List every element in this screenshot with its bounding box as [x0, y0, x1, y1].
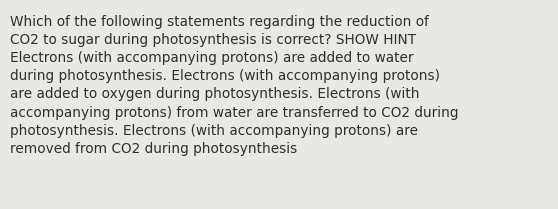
Text: Which of the following statements regarding the reduction of
CO2 to sugar during: Which of the following statements regard… [10, 15, 459, 156]
